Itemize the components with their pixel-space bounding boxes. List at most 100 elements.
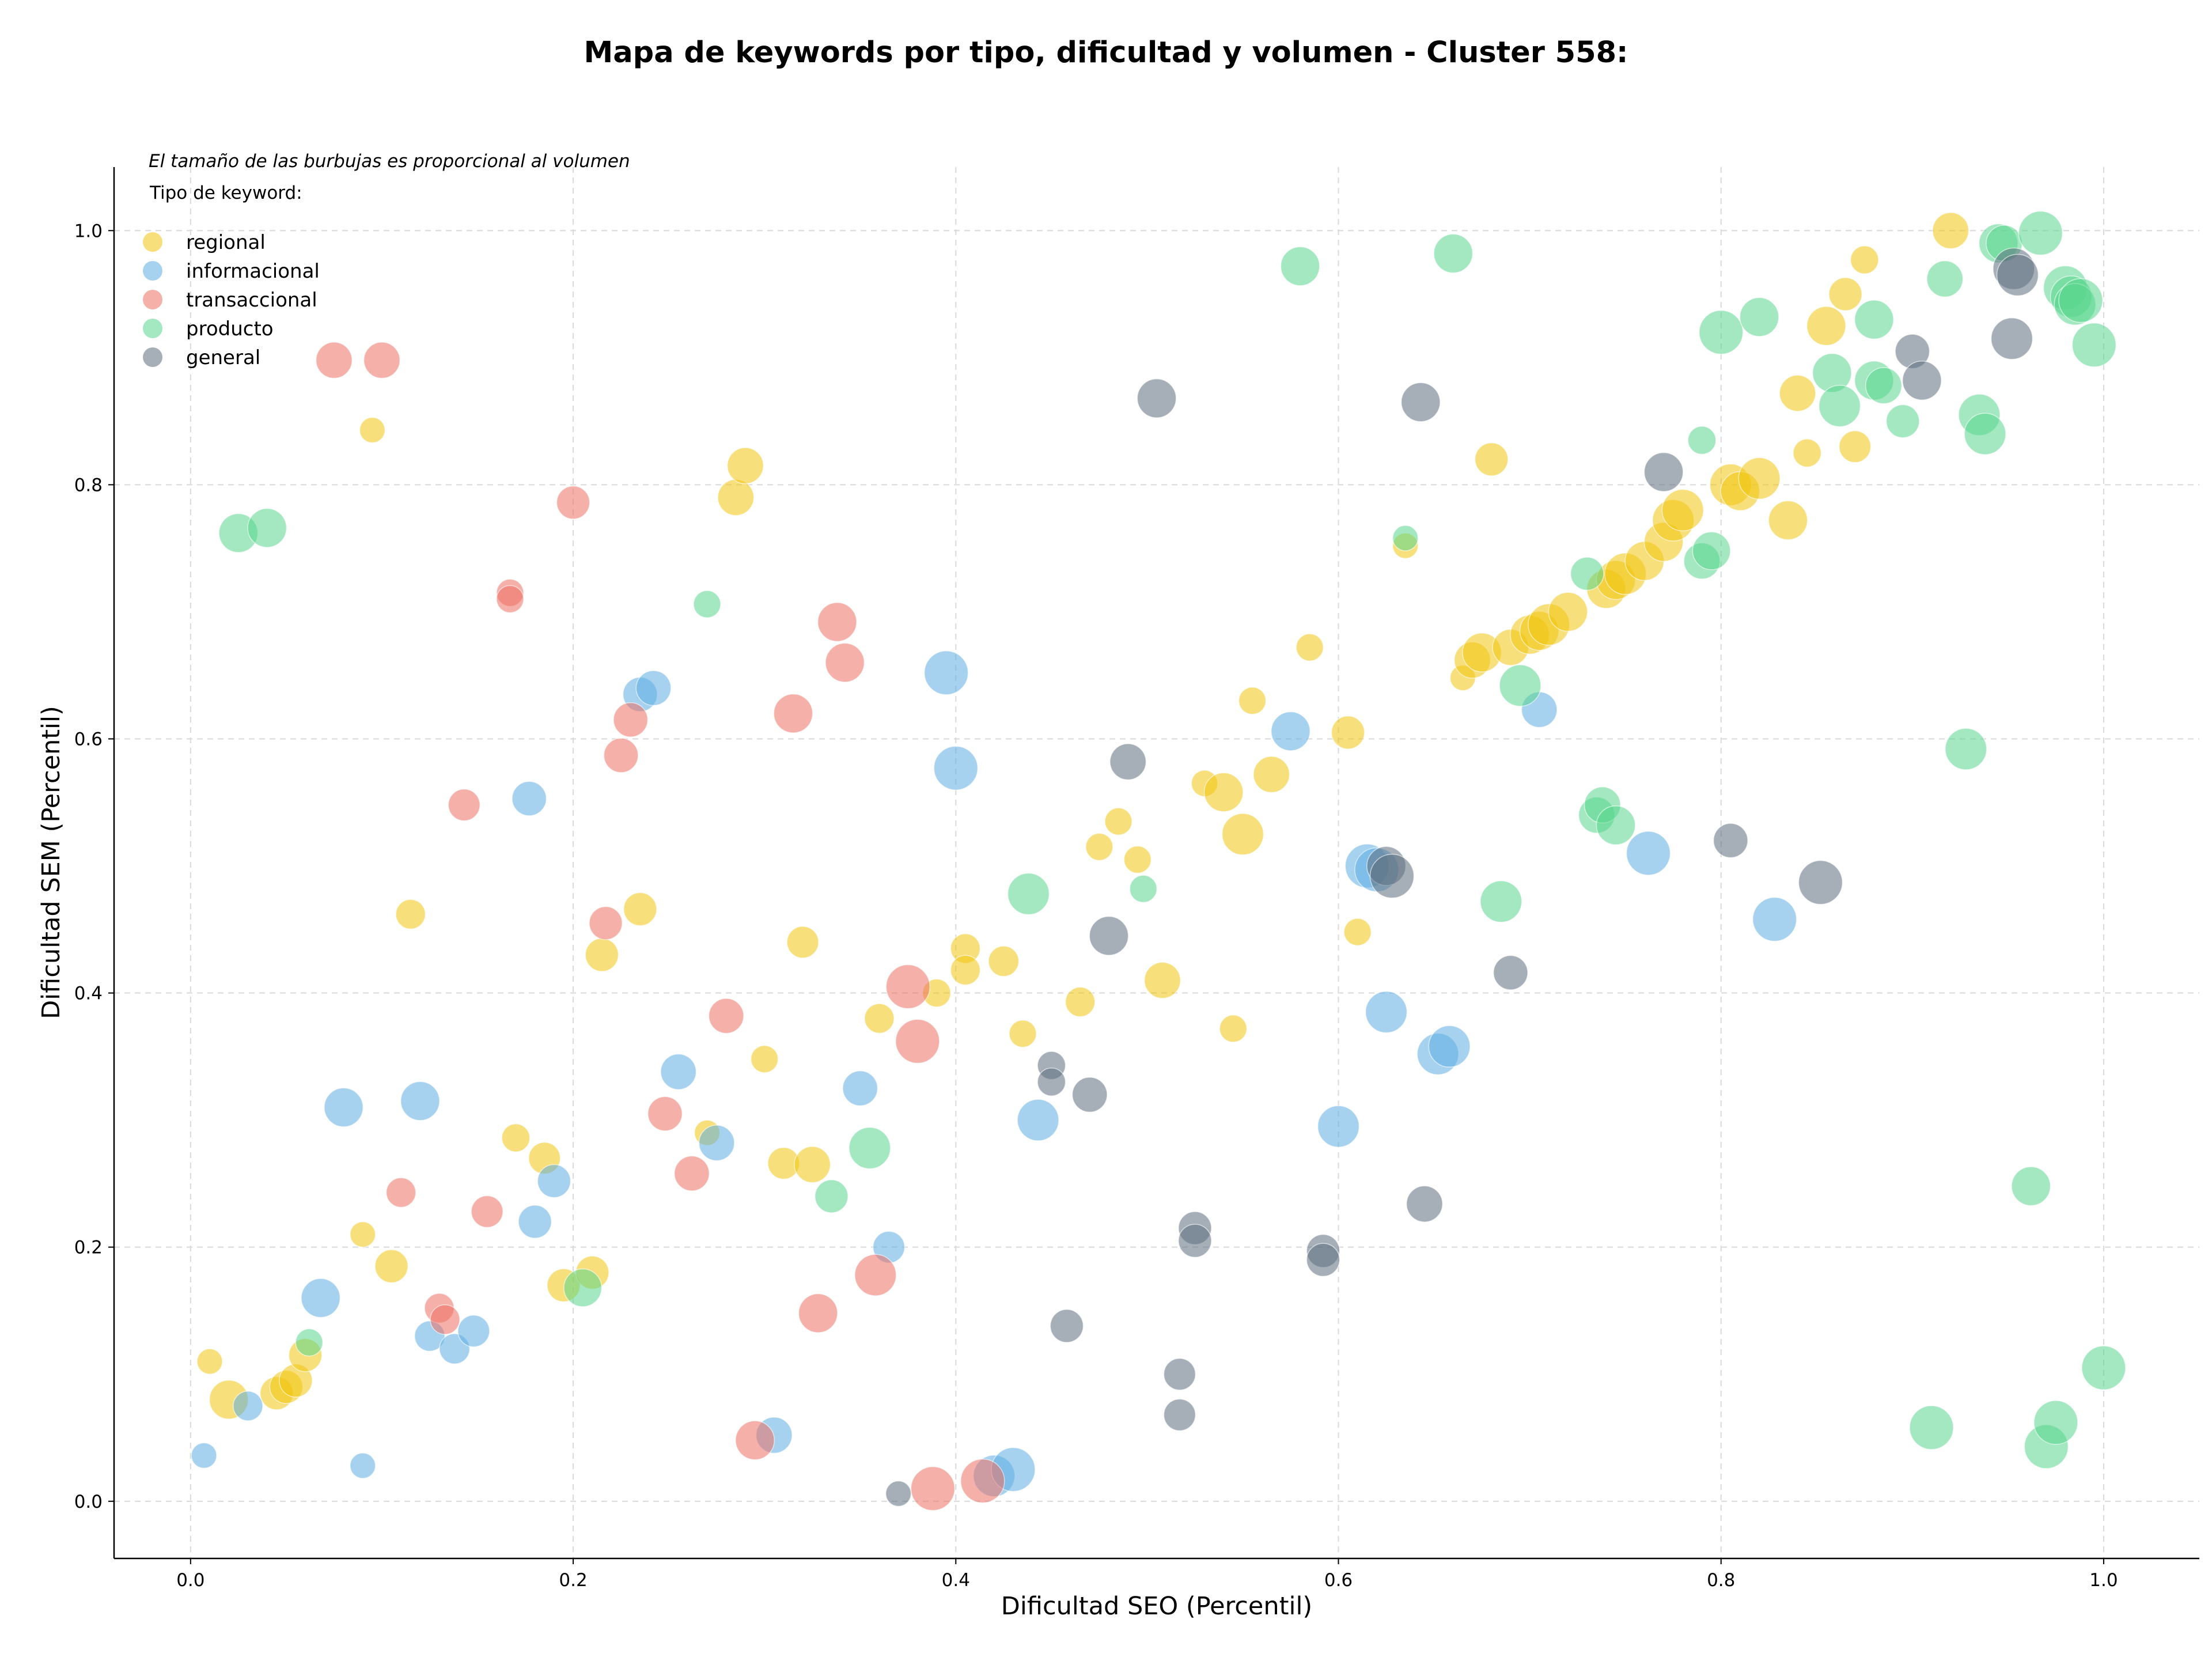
bubble-general	[1798, 860, 1843, 905]
bubble-informacional	[400, 1081, 440, 1121]
legend-label: producto	[186, 317, 274, 340]
bubble-regional	[1085, 833, 1113, 861]
bubble-regional	[1738, 457, 1781, 500]
bubble-informacional	[191, 1442, 217, 1469]
bubble-general	[1493, 955, 1528, 990]
bubble-informacional	[1752, 896, 1797, 942]
bubble-producto	[1687, 426, 1717, 455]
legend-label: general	[186, 346, 260, 369]
bubble-producto	[1909, 1405, 1954, 1450]
bubble-producto	[1945, 728, 1987, 770]
y-tick-label: 0.2	[74, 1238, 103, 1258]
bubble-informacional	[1017, 1099, 1059, 1141]
bubble-regional	[1331, 716, 1365, 750]
bubble-general	[1163, 1357, 1196, 1391]
bubble-informacional	[635, 670, 672, 706]
legend-item-general: general	[143, 346, 260, 369]
series-general	[885, 247, 2039, 1507]
bubble-general	[1163, 1398, 1196, 1431]
y-tick-label: 0.0	[74, 1492, 103, 1512]
bubble-transaccional	[448, 788, 480, 822]
bubble-general	[1089, 915, 1129, 956]
legend-marker	[143, 261, 162, 281]
legend-marker	[143, 319, 162, 338]
bubble-general	[1037, 1067, 1066, 1096]
bubble-informacional	[324, 1087, 363, 1127]
bubble-producto	[2033, 1400, 2078, 1445]
bubble-transaccional	[613, 702, 649, 737]
bubble-transaccional	[798, 1293, 838, 1333]
bubble-producto	[1854, 300, 1894, 340]
x-tick-label: 0.8	[1707, 1570, 1735, 1591]
bubble-producto	[1007, 872, 1050, 915]
bubble-transaccional	[315, 342, 353, 379]
bubble-producto	[1739, 297, 1779, 337]
bubble-producto	[1433, 233, 1474, 274]
y-tick-label: 0.6	[74, 729, 103, 750]
bubble-producto	[1499, 664, 1541, 707]
bubble-producto	[1280, 246, 1320, 286]
chart-title: Mapa de keywords por tipo, dificultad y …	[584, 36, 1628, 70]
bubble-informacional	[1317, 1105, 1360, 1148]
bubble-informacional	[512, 781, 547, 816]
bubble-transaccional	[735, 1420, 775, 1461]
bubble-transaccional	[960, 1458, 1005, 1504]
bubble-informacional	[1626, 831, 1671, 876]
bubble-general	[1369, 853, 1415, 899]
bubble-informacional	[698, 1125, 735, 1161]
legend-item-informacional: informacional	[143, 260, 320, 283]
x-axis-label: Dificultad SEO (Percentil)	[1001, 1592, 1312, 1621]
y-axis-label: Dificultad SEM (Percentil)	[37, 706, 66, 1019]
bubble-transaccional	[430, 1304, 460, 1335]
bubble-transaccional	[885, 964, 931, 1009]
legend: regional informacional transaccional produc…	[143, 231, 320, 369]
bubble-regional	[750, 1045, 779, 1073]
y-tick-label: 0.4	[74, 983, 103, 1004]
bubble-informacional	[537, 1164, 571, 1198]
bubble-producto	[1865, 367, 1903, 404]
bubble-general	[1996, 253, 2039, 297]
bubble-producto	[1964, 413, 2006, 455]
x-tick-label: 0.4	[942, 1570, 970, 1591]
bubble-informacional	[457, 1315, 490, 1348]
bubble-transaccional	[496, 585, 524, 614]
bubble-regional	[950, 955, 981, 986]
bubble-producto	[1596, 805, 1636, 845]
bubble-producto	[2011, 1166, 2051, 1206]
bubble-regional	[395, 899, 426, 930]
x-tick-label: 0.6	[1324, 1570, 1353, 1591]
bubble-regional	[1065, 986, 1096, 1017]
bubble-transaccional	[363, 342, 401, 379]
bubble-regional	[1203, 772, 1244, 812]
bubble-regional	[585, 938, 619, 972]
series-transaccional	[315, 342, 1005, 1511]
bubble-producto	[1885, 404, 1920, 438]
bubble-regional	[1343, 918, 1372, 946]
bubble-producto	[1926, 260, 1964, 298]
bubble-layer	[191, 210, 2126, 1511]
bubble-regional	[864, 1003, 895, 1034]
bubble-regional	[1779, 374, 1816, 412]
bubble-general	[1071, 1076, 1108, 1113]
bubble-producto	[849, 1126, 891, 1170]
bubble-regional	[1253, 756, 1290, 793]
bubble-regional	[1104, 807, 1132, 836]
bubble-producto	[2081, 1345, 2126, 1390]
axes	[113, 167, 2199, 1560]
bubble-producto	[2058, 278, 2103, 323]
bubble-general	[1902, 361, 1942, 400]
bubble-producto	[1480, 880, 1522, 923]
x-tick-label: 1.0	[2089, 1570, 2118, 1591]
legend-item-regional: regional	[143, 231, 266, 254]
bubble-general	[1400, 382, 1441, 422]
bubble-producto	[1698, 309, 1744, 355]
bubble-transaccional	[773, 693, 813, 733]
y-tick-label: 1.0	[74, 221, 103, 241]
legend-marker	[143, 347, 162, 367]
bubble-informacional	[933, 746, 979, 790]
bubble-producto	[1692, 531, 1731, 570]
bubble-producto	[2018, 210, 2063, 256]
bubble-transaccional	[817, 602, 857, 642]
bubble-regional	[1828, 277, 1862, 311]
